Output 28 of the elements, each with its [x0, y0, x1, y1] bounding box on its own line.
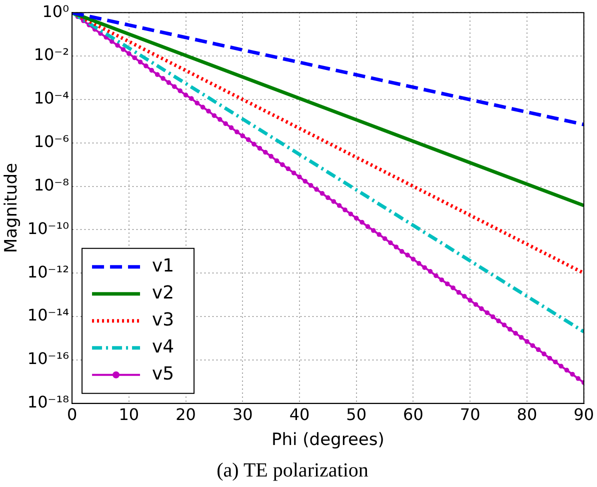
- y-tick-label: 10⁻⁶: [34, 132, 70, 152]
- x-axis-title: Phi (degrees): [271, 430, 384, 450]
- y-tick-label: 10⁻²: [34, 45, 70, 64]
- y-tick-label: 10⁻¹⁴: [27, 306, 70, 325]
- y-tick-label: 10⁻⁸: [34, 175, 70, 194]
- x-tick-label: 10: [118, 405, 140, 424]
- y-tick-label: 10⁻⁴: [34, 88, 70, 108]
- y-tick-label: 10⁰: [42, 2, 70, 21]
- legend-label: v2: [152, 282, 174, 304]
- x-tick-label: 50: [346, 405, 367, 424]
- legend-label: v3: [152, 310, 174, 331]
- x-tick-label: 60: [403, 405, 424, 424]
- x-tick-label: 20: [176, 405, 196, 424]
- x-tick-label: 0: [66, 405, 78, 424]
- y-tick-label: 10⁻¹²: [27, 262, 70, 282]
- legend-label: v1: [152, 256, 174, 277]
- y-axis-title: Magnitude: [2, 162, 22, 254]
- y-tick-label: 10⁻¹⁸: [27, 392, 70, 412]
- x-tick-label: 90: [574, 405, 594, 424]
- x-tick-label: 70: [460, 405, 480, 424]
- y-tick-label: 10⁻¹⁰: [27, 218, 70, 238]
- text: (a) TE polarization: [216, 459, 368, 482]
- legend-label: v4: [152, 336, 174, 358]
- legend-label: v5: [152, 364, 174, 385]
- x-tick-label: 80: [516, 405, 538, 424]
- y-tick-label: 10⁻¹⁶: [27, 349, 70, 368]
- x-tick-label: 30: [232, 405, 253, 424]
- x-tick-label: 40: [289, 405, 310, 424]
